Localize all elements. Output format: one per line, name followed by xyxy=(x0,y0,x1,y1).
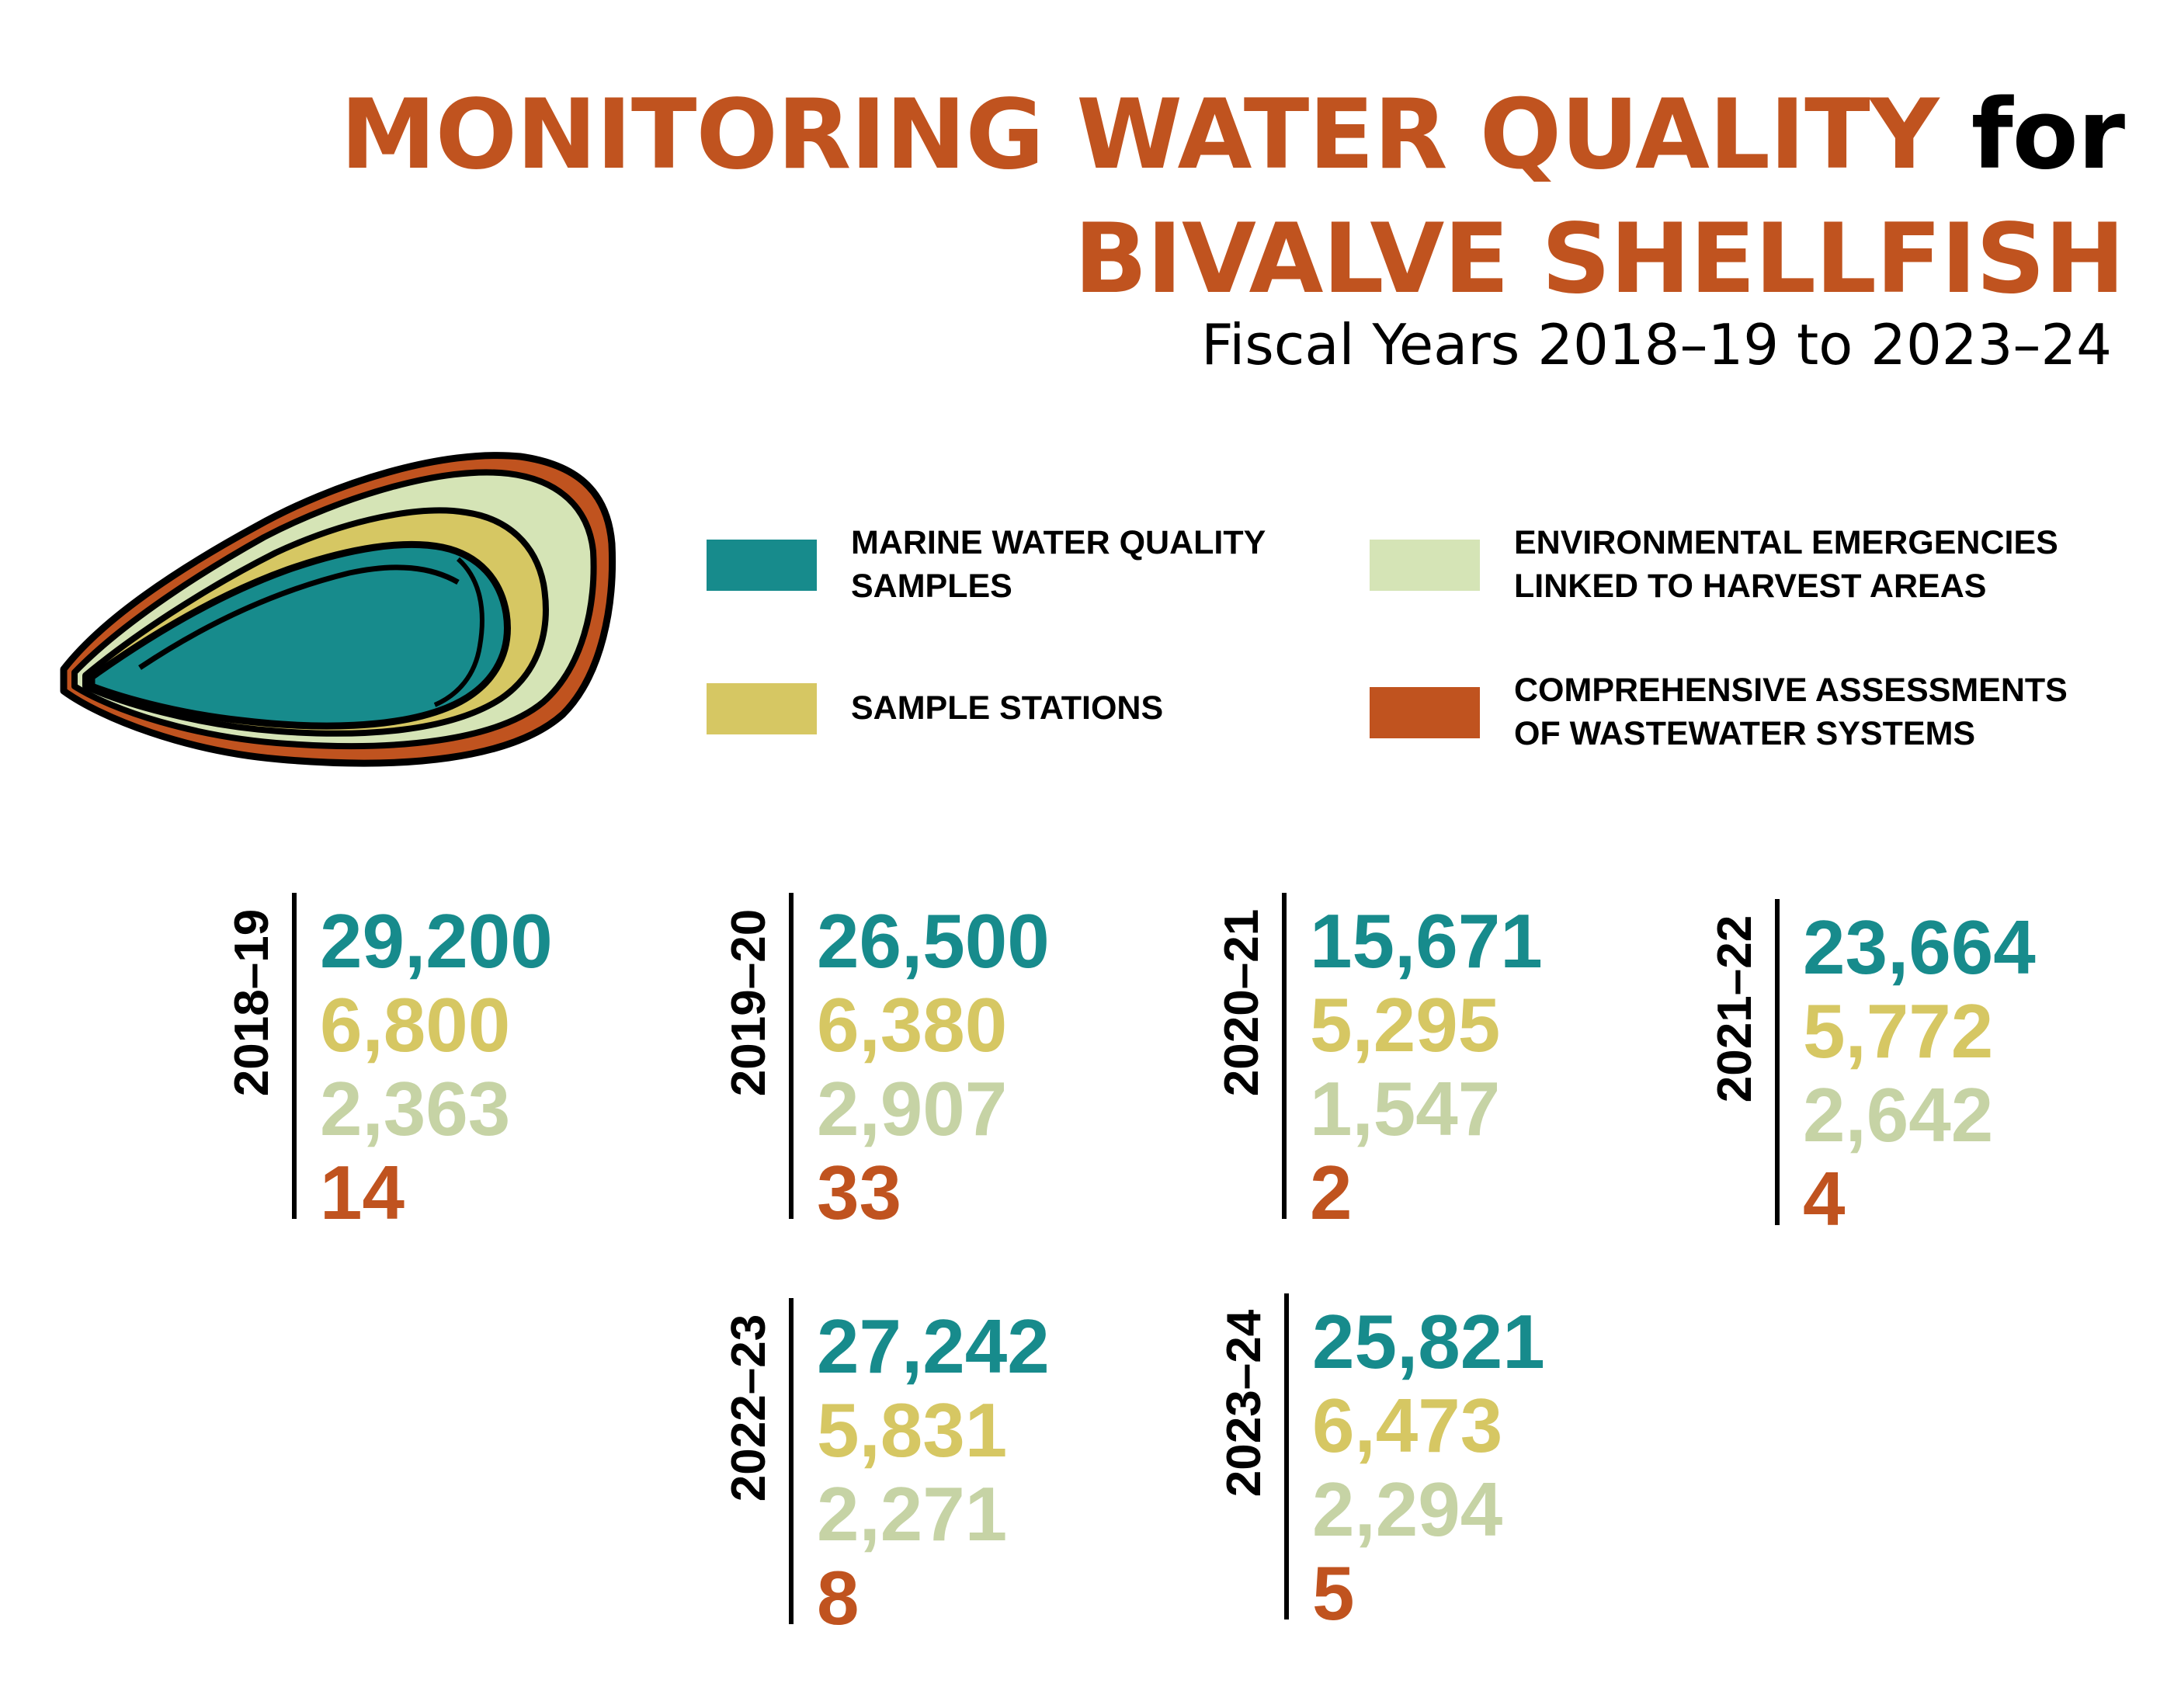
value-marine: 25,821 xyxy=(1312,1299,1545,1384)
legend-label-stations: SAMPLE STATIONS xyxy=(851,689,1164,727)
year-block: 2018–19 29,200 6,800 2,363 14 xyxy=(225,893,567,1234)
year-label-container: 2022–23 xyxy=(722,1303,776,1512)
value-emergencies: 2,642 xyxy=(1803,1072,1994,1158)
legend-swatch-marine xyxy=(707,539,817,591)
year-block: 2020–21 15,671 5,295 1,547 2 xyxy=(1215,893,1557,1234)
value-marine: 27,242 xyxy=(817,1304,1050,1389)
year-divider xyxy=(1775,899,1780,1225)
value-stations: 6,380 xyxy=(817,982,1008,1068)
legend-label-marine: MARINE WATER QUALITY SAMPLES xyxy=(851,524,1266,605)
year-values: 25,821 6,473 2,294 5 xyxy=(1312,1300,1545,1635)
value-stations: 5,772 xyxy=(1803,988,1994,1074)
year-block: 2023–24 25,821 6,473 2,294 5 xyxy=(1217,1293,1559,1635)
value-stations: 5,831 xyxy=(817,1387,1008,1473)
year-label: 2019–20 xyxy=(722,908,776,1096)
value-emergencies: 1,547 xyxy=(1310,1066,1501,1151)
legend-swatch-emergencies xyxy=(1370,539,1480,591)
value-stations: 5,295 xyxy=(1310,982,1501,1068)
legend-swatch-stations xyxy=(707,683,817,734)
oyster-ridge-line-2 xyxy=(433,557,484,707)
year-label: 2018–19 xyxy=(225,908,280,1096)
year-label-container: 2019–20 xyxy=(722,897,776,1107)
year-label: 2023–24 xyxy=(1217,1309,1272,1497)
value-assessments: 2 xyxy=(1310,1150,1353,1235)
legend-label-emergencies: ENVIRONMENTAL EMERGENCIES LINKED TO HARV… xyxy=(1514,524,2058,605)
year-label-container: 2023–24 xyxy=(1217,1298,1272,1508)
year-values: 26,500 6,380 2,907 33 xyxy=(817,899,1050,1234)
year-label: 2021–22 xyxy=(1708,915,1762,1102)
year-label: 2022–23 xyxy=(722,1314,776,1501)
subtitle: Fiscal Years 2018–19 to 2023–24 xyxy=(1201,312,2112,377)
year-block: 2022–23 27,242 5,831 2,271 8 xyxy=(722,1298,1064,1640)
legend-marine-samples: MARINE WATER QUALITY SAMPLES xyxy=(707,522,1488,609)
value-marine: 29,200 xyxy=(320,898,553,984)
legend-label-assessments: COMPREHENSIVE ASSESSMENTS OF WASTEWATER … xyxy=(1514,672,2068,752)
year-block: 2021–22 23,664 5,772 2,642 4 xyxy=(1708,899,2050,1241)
legend-comprehensive-assessments: COMPREHENSIVE ASSESSMENTS OF WASTEWATER … xyxy=(1370,669,2151,756)
year-block: 2019–20 26,500 6,380 2,907 33 xyxy=(722,893,1064,1234)
value-emergencies: 2,907 xyxy=(817,1066,1008,1151)
value-assessments: 14 xyxy=(320,1150,405,1235)
oyster-shell-icon xyxy=(60,452,616,767)
value-assessments: 5 xyxy=(1312,1550,1355,1636)
value-stations: 6,800 xyxy=(320,982,511,1068)
year-values: 15,671 5,295 1,547 2 xyxy=(1310,899,1543,1234)
year-label: 2020–21 xyxy=(1215,908,1269,1096)
year-label-container: 2018–19 xyxy=(225,897,280,1107)
title-for: for xyxy=(1971,79,2125,191)
year-divider xyxy=(789,1298,794,1624)
value-assessments: 4 xyxy=(1803,1156,1846,1241)
value-assessments: 8 xyxy=(817,1555,860,1640)
year-values: 27,242 5,831 2,271 8 xyxy=(817,1304,1050,1640)
value-emergencies: 2,294 xyxy=(1312,1467,1503,1552)
year-divider xyxy=(292,893,297,1219)
value-emergencies: 2,271 xyxy=(817,1471,1008,1557)
year-divider xyxy=(1284,1293,1289,1619)
title-line-2: BIVALVE SHELLFISH xyxy=(1074,203,2125,315)
year-divider xyxy=(789,893,794,1219)
value-marine: 15,671 xyxy=(1310,898,1543,984)
value-emergencies: 2,363 xyxy=(320,1066,511,1151)
title-main: MONITORING WATER QUALITY xyxy=(340,79,1939,191)
year-values: 23,664 5,772 2,642 4 xyxy=(1803,905,2036,1241)
legend-sample-stations: SAMPLE STATIONS xyxy=(707,683,1488,734)
value-marine: 23,664 xyxy=(1803,904,2036,990)
legend-swatch-assessments xyxy=(1370,686,1480,738)
year-values: 29,200 6,800 2,363 14 xyxy=(320,899,553,1234)
year-label-container: 2020–21 xyxy=(1215,897,1269,1107)
year-divider xyxy=(1282,893,1287,1219)
title-line-1: MONITORING WATER QUALITY for xyxy=(340,87,2125,183)
value-marine: 26,500 xyxy=(817,898,1050,984)
year-label-container: 2021–22 xyxy=(1708,904,1762,1113)
legend-environmental-emergencies: ENVIRONMENTAL EMERGENCIES LINKED TO HARV… xyxy=(1370,522,2151,609)
oyster-layer-marine xyxy=(88,540,511,730)
value-assessments: 33 xyxy=(817,1150,902,1235)
oyster-ridge-line xyxy=(138,564,460,670)
value-stations: 6,473 xyxy=(1312,1383,1503,1468)
